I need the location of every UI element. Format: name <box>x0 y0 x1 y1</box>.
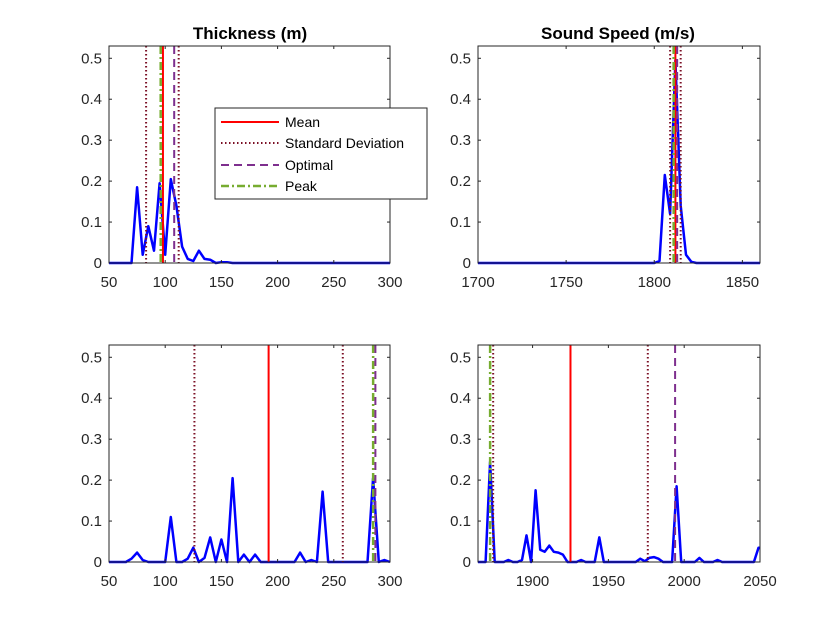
x-tick-label: 250 <box>321 274 346 291</box>
x-tick-label: 150 <box>209 573 234 590</box>
x-tick-label: 200 <box>265 274 290 291</box>
x-tick-label: 100 <box>153 274 178 291</box>
y-tick-label: 0.3 <box>81 132 102 149</box>
legend-label-mean: Mean <box>285 114 320 130</box>
y-tick-label: 0.1 <box>450 513 471 530</box>
y-tick-label: 0.1 <box>81 214 102 231</box>
x-tick-label: 2050 <box>743 573 776 590</box>
y-tick-label: 0 <box>94 554 102 571</box>
y-tick-label: 0.3 <box>81 431 102 448</box>
sound-speed-title: Sound Speed (m/s) <box>541 24 695 43</box>
x-tick-label: 150 <box>209 274 234 291</box>
legend: Mean Standard Deviation Optimal Peak <box>214 107 428 200</box>
thickness-title: Thickness (m) <box>193 24 307 43</box>
x-tick-label: 2000 <box>668 573 701 590</box>
plot-area <box>109 345 390 562</box>
x-tick-label: 1900 <box>516 573 549 590</box>
legend-label-optimal: Optimal <box>285 157 333 173</box>
axes-frame <box>108 344 391 563</box>
y-tick-label: 0.4 <box>450 91 471 108</box>
y-tick-label: 0.5 <box>81 50 102 67</box>
x-tick-label: 50 <box>101 274 118 291</box>
x-tick-label: 1850 <box>726 274 759 291</box>
x-tick-label: 50 <box>101 573 118 590</box>
y-tick-label: 0.4 <box>81 91 102 108</box>
thickness-bottom-axes: 50 100 150 200 250 300 0 0.1 0.2 0.3 0.4 0.5 <box>81 344 403 590</box>
x-tick-label: 1800 <box>638 274 671 291</box>
x-tick-label: 200 <box>265 573 290 590</box>
x-tick-label: 1950 <box>592 573 625 590</box>
y-tick-label: 0.1 <box>81 513 102 530</box>
y-tick-label: 0.4 <box>450 390 471 407</box>
legend-label-standard-deviation: Standard Deviation <box>285 135 404 151</box>
x-tick-label: 1700 <box>461 274 494 291</box>
x-tick-label: 250 <box>321 573 346 590</box>
y-tick-label: 0.5 <box>450 50 471 67</box>
y-tick-label: 0 <box>463 554 471 571</box>
plot-area <box>478 345 760 562</box>
y-tick-label: 0.4 <box>81 390 102 407</box>
axes-frame <box>477 344 761 563</box>
legend-label-peak: Peak <box>285 178 318 194</box>
x-tick-label: 100 <box>153 573 178 590</box>
axes-frame <box>477 45 761 264</box>
y-tick-label: 0.3 <box>450 431 471 448</box>
legend-box <box>214 107 428 200</box>
y-tick-label: 0 <box>94 255 102 272</box>
y-tick-label: 0.5 <box>450 349 471 366</box>
y-tick-label: 0.3 <box>450 132 471 149</box>
x-tick-label: 300 <box>377 274 402 291</box>
sound-speed-top-axes: Sound Speed (m/s) 1700 1750 1800 1850 0 0.1 0.… <box>450 24 761 291</box>
sound-speed-bottom-axes: 1900 1950 2000 2050 0 0.1 0.2 0.3 0.4 0.5 <box>450 344 777 590</box>
y-tick-label: 0.2 <box>81 472 102 489</box>
y-tick-label: 0 <box>463 255 471 272</box>
y-tick-label: 0.2 <box>450 173 471 190</box>
plot-area <box>478 46 760 263</box>
y-tick-label: 0.5 <box>81 349 102 366</box>
y-tick-label: 0.2 <box>450 472 471 489</box>
x-tick-label: 1750 <box>549 274 582 291</box>
y-tick-label: 0.2 <box>81 173 102 190</box>
y-tick-label: 0.1 <box>450 214 471 231</box>
x-tick-label: 300 <box>377 573 402 590</box>
